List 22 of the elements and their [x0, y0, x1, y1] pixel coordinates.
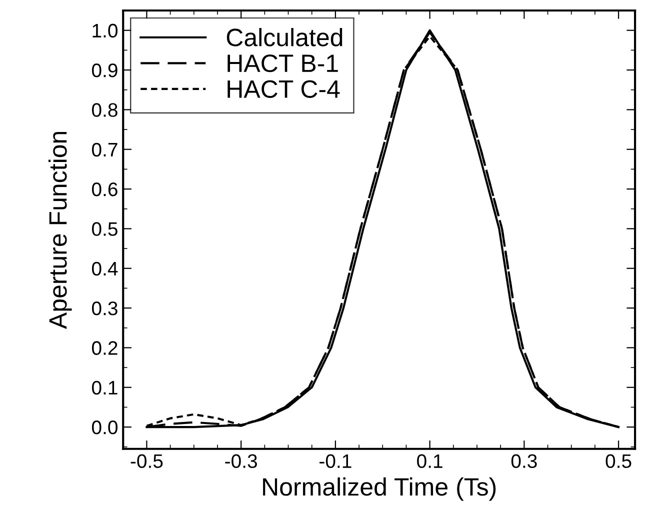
y-tick-label: 0.0 — [92, 420, 118, 434]
y-tick-label: 1.0 — [92, 24, 118, 38]
x-tick-label: 0.3 — [511, 454, 537, 468]
legend-label: Calculated — [226, 28, 342, 46]
x-tick-label: -0.5 — [130, 454, 163, 468]
y-axis-title: Aperture Function — [48, 132, 72, 329]
y-tick-label: 0.9 — [92, 63, 118, 78]
y-tick-label: 0.4 — [92, 262, 118, 276]
y-tick-label: 0.1 — [92, 380, 118, 395]
y-tick-label: 0.2 — [92, 341, 118, 355]
y-tick-label: 0.8 — [92, 103, 118, 117]
y-tick-label: 0.6 — [92, 182, 118, 196]
legend-label: HACT B-1 — [228, 54, 338, 72]
y-tick-label: 0.7 — [92, 142, 118, 157]
x-tick-label: 0.1 — [417, 454, 442, 468]
x-tick-label: -0.3 — [225, 454, 257, 468]
x-tick-label: -0.1 — [320, 454, 352, 468]
x-axis-title: Normalized Time (Ts) — [263, 477, 496, 501]
legend-label: HACT C-4 — [228, 80, 340, 98]
x-tick-label: 0.5 — [606, 454, 632, 468]
y-tick-label: 0.5 — [92, 222, 118, 236]
y-tick-label: 0.3 — [92, 302, 118, 316]
